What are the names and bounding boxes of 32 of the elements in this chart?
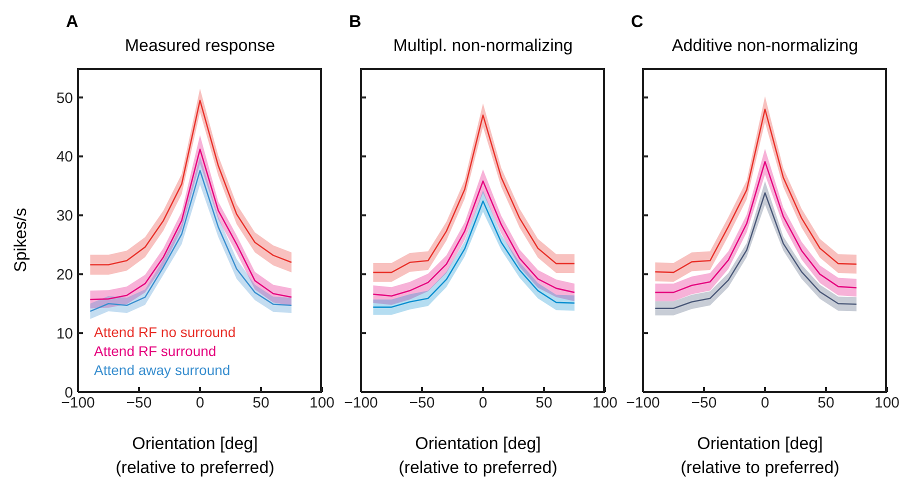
text: Attend away surround: [94, 361, 232, 380]
y-axis-title: Spikes/s: [11, 206, 31, 274]
chart-title: Measured response: [124, 36, 276, 56]
text: B: [349, 12, 362, 32]
x-axis-title: Orientation [deg] (relative to preferred): [114, 433, 276, 479]
x-tick-label: 100: [309, 394, 335, 412]
x-tick-label: −100: [344, 394, 378, 412]
x-tick-label: 50: [818, 394, 834, 412]
x-axis-title: Orientation [deg] (relative to preferred): [680, 433, 840, 479]
text: A: [66, 12, 78, 32]
text: Attend RF no surround: [94, 323, 236, 342]
x-tick-label: 100: [874, 394, 900, 412]
y-tick-label: 20: [56, 266, 73, 284]
x-tick-label: −50: [126, 394, 152, 412]
x-tick-label: 0: [760, 394, 770, 412]
x-axis-title: Orientation [deg] (relative to preferred): [398, 433, 558, 479]
x-tick-label: 0: [478, 394, 488, 412]
y-tick-label: 10: [56, 325, 73, 342]
y-tick-label: 40: [56, 148, 73, 166]
x-tick-label: −100: [626, 394, 660, 412]
y-tick-label: 50: [56, 90, 73, 107]
chart-title: Additive non-normalizing: [670, 36, 860, 56]
x-tick-label: 0: [196, 394, 204, 412]
x-tick-label: −50: [409, 394, 435, 412]
x-tick-label: 100: [592, 394, 618, 412]
chart-title: Multipl. non-normalizing: [392, 36, 574, 56]
x-tick-label: 50: [536, 394, 552, 412]
text: Attend RF surround: [94, 342, 218, 361]
y-tick-label: 30: [56, 208, 73, 225]
x-tick-label: −50: [691, 394, 717, 412]
x-tick-label: 50: [252, 394, 270, 412]
text: C: [631, 12, 644, 32]
